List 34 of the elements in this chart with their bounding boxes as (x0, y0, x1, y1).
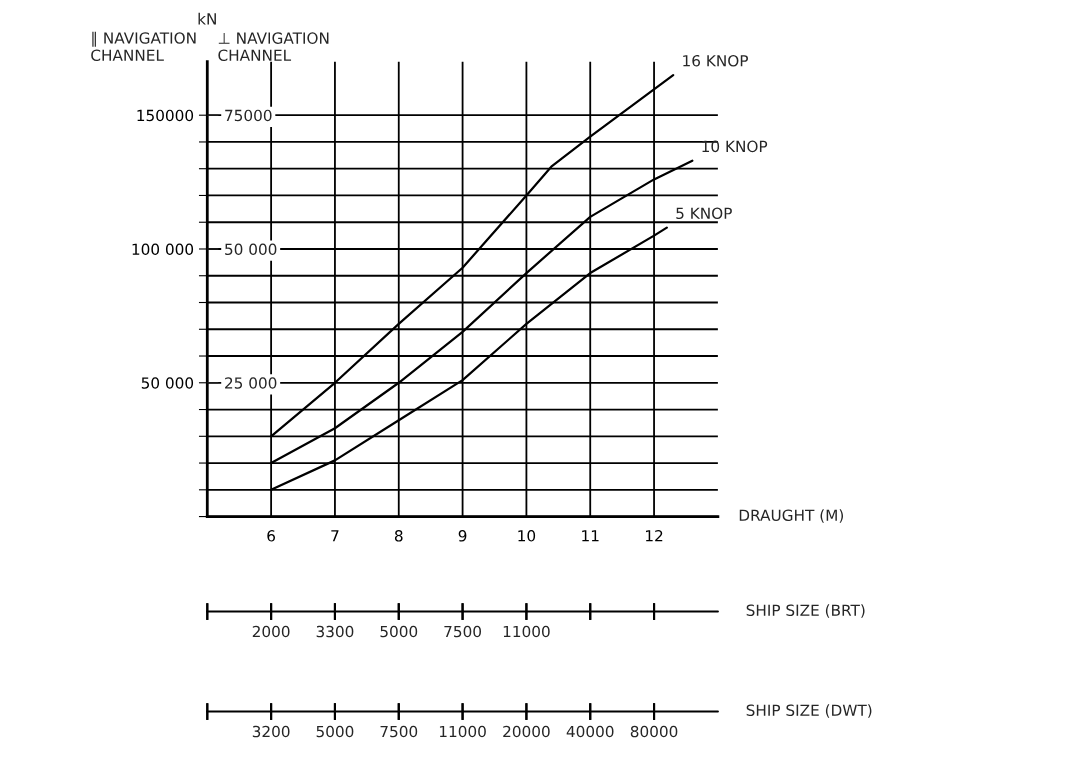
text: kN (198, 12, 216, 25)
x-tick-label: 9 (458, 530, 467, 542)
text: 11000 (439, 725, 486, 738)
series-label: 5 KNOP (676, 207, 732, 220)
y2-tick-label: 25 000 (225, 377, 277, 389)
text: 3300 (316, 625, 354, 638)
y-tick-label: 50 000 (141, 377, 194, 389)
series-label: 16 KNOP (683, 54, 748, 67)
y-tick-label: 100 000 (132, 243, 194, 256)
text: 7500 (380, 725, 418, 738)
y2-axis-title: ⊥ NAVIGATION CHANNEL (218, 32, 329, 61)
text: 3200 (252, 725, 290, 738)
x-tick-label: 10 (518, 530, 536, 542)
text: 20000 (503, 725, 550, 738)
text: 80000 (630, 725, 678, 738)
text: 40000 (566, 725, 614, 738)
text: SHIP SIZE (BRT) (746, 604, 865, 618)
x-tick-label: 6 (267, 530, 276, 542)
text: 11000 (503, 625, 550, 638)
text: 5000 (316, 725, 354, 738)
text: SHIP SIZE (DWT) (746, 704, 872, 718)
text: 5000 (380, 625, 418, 638)
y-axis-title: ∥ NAVIGATION CHANNEL (91, 31, 196, 61)
x-tick-label: 8 (394, 530, 403, 542)
x-axis-title: DRAUGHT (M) (739, 509, 844, 523)
y2-tick-label: 75000 (225, 109, 272, 122)
y2-tick-label: 50 000 (225, 243, 277, 256)
x-tick-label: 12 (646, 530, 663, 542)
y-tick-label: 150000 (137, 109, 194, 122)
x-tick-label: 7 (331, 530, 339, 542)
x-tick-label: 11 (582, 530, 599, 542)
series-label: 10 KNOP (702, 140, 768, 153)
text: 2000 (252, 625, 290, 638)
text: 7500 (444, 625, 482, 638)
